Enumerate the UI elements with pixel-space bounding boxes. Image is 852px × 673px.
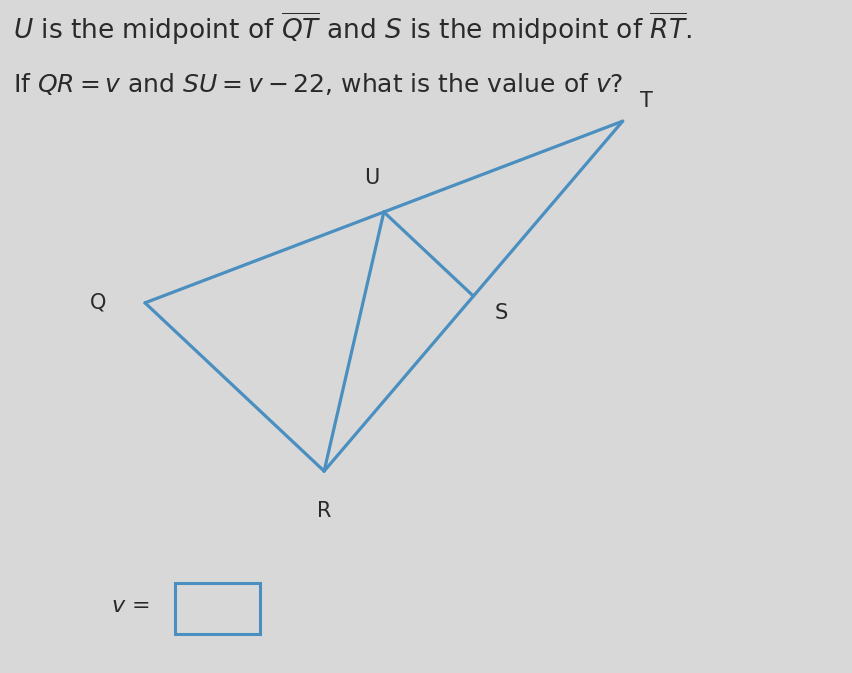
Text: If $QR = v$ and $SU = v - 22$, what is the value of $v$?: If $QR = v$ and $SU = v - 22$, what is t… <box>13 71 623 97</box>
Text: $U$ is the midpoint of $\overline{QT}$ and $S$ is the midpoint of $\overline{RT}: $U$ is the midpoint of $\overline{QT}$ a… <box>13 10 691 46</box>
Text: Q: Q <box>90 293 106 313</box>
Text: $v$ =: $v$ = <box>111 596 149 616</box>
Text: R: R <box>317 501 331 522</box>
Text: U: U <box>364 168 379 188</box>
Text: S: S <box>494 303 508 323</box>
Text: T: T <box>639 91 652 111</box>
